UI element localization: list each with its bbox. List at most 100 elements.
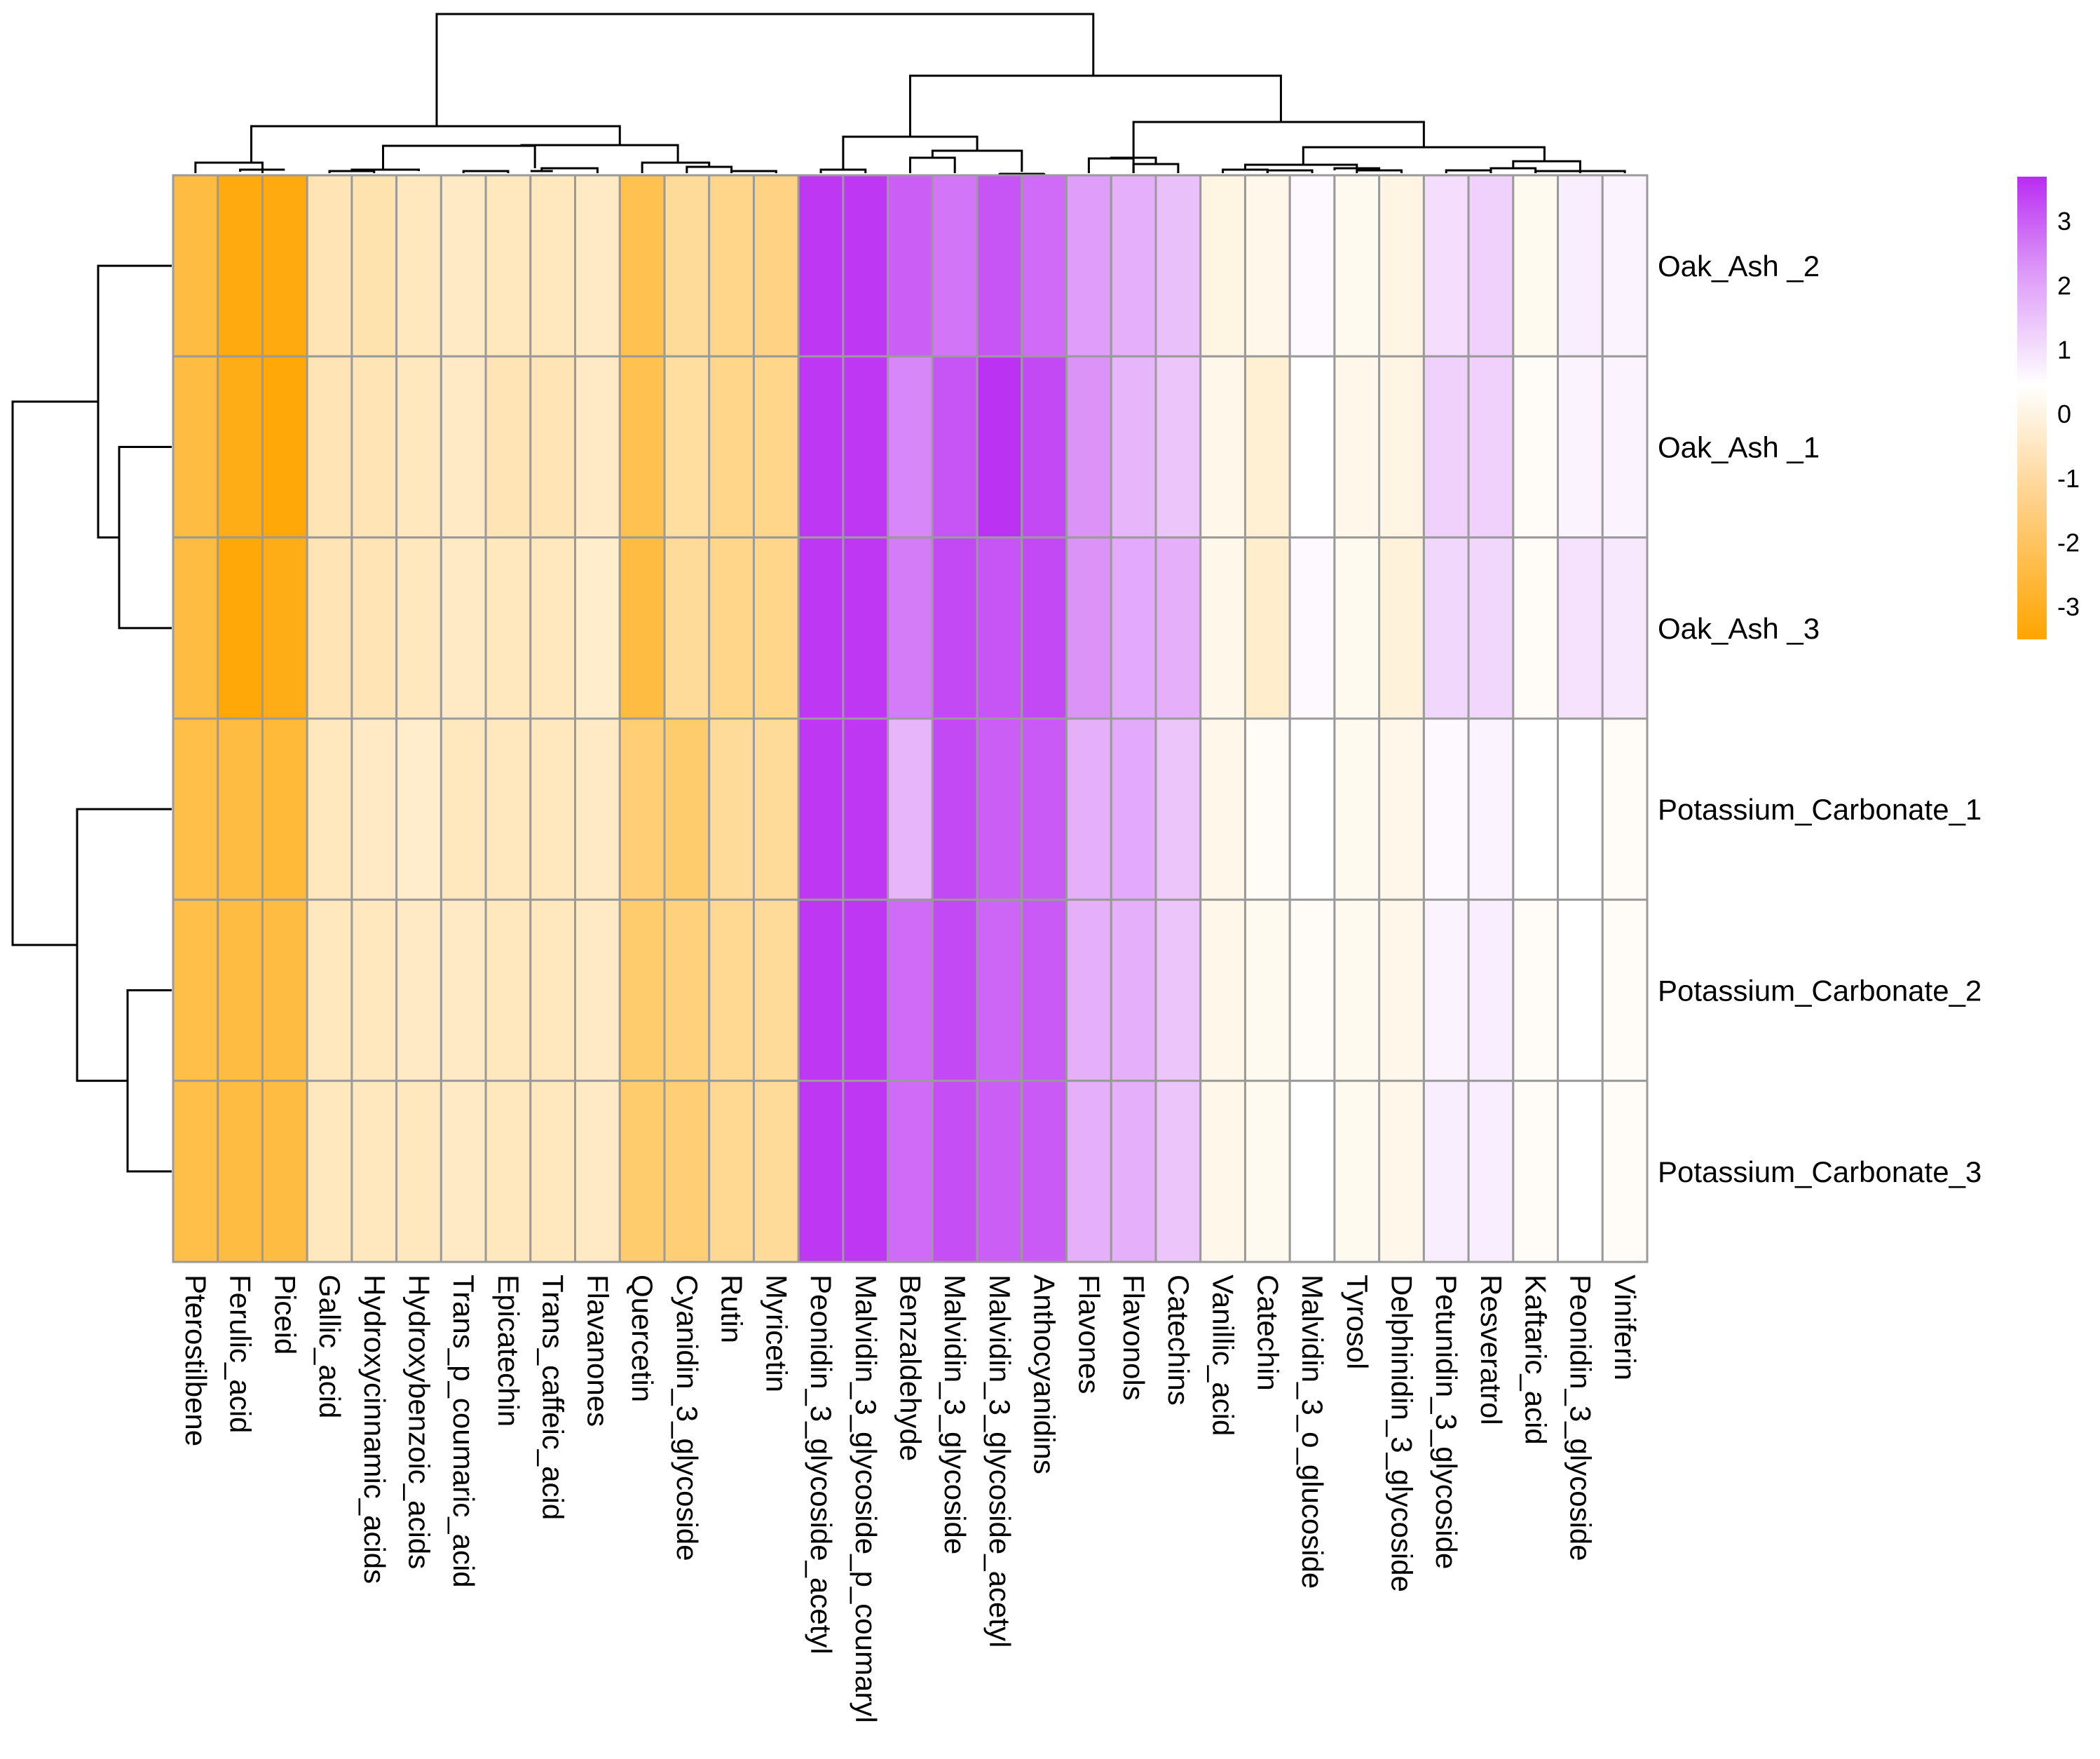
heatmap-cell <box>752 1080 800 1263</box>
heatmap-cell <box>172 536 219 720</box>
dendrogram-link <box>1489 167 1537 173</box>
heatmap-cell <box>887 898 934 1082</box>
column-label: Catechins <box>1162 1275 1195 1406</box>
dendrogram-link <box>931 149 1023 172</box>
heatmap-cell <box>1021 174 1068 358</box>
heatmap-cell <box>1467 355 1515 539</box>
dendrogram-link <box>462 170 510 173</box>
heatmap-cell <box>618 355 666 539</box>
heatmap-cell <box>842 355 889 539</box>
dendrogram-link <box>909 74 1282 137</box>
heatmap-cell <box>439 174 487 358</box>
heatmap-cell <box>306 174 353 358</box>
heatmap-cell <box>1422 717 1470 901</box>
heatmap-cell <box>1467 174 1515 358</box>
dendrogram-link <box>1132 163 1180 173</box>
heatmap-cell <box>1243 174 1291 358</box>
heatmap-cell <box>1288 717 1336 901</box>
heatmap-cell <box>439 1080 487 1263</box>
heatmap-cell <box>1422 898 1470 1082</box>
heatmap-cell <box>887 717 934 901</box>
heatmap-cell <box>1512 1080 1560 1263</box>
heatmap-cell <box>1512 536 1560 720</box>
heatmap-cell <box>752 717 800 901</box>
heatmap-cell <box>484 717 532 901</box>
heatmap-cell <box>752 536 800 720</box>
dendrogram-link <box>730 170 777 173</box>
heatmap-cell <box>1288 355 1336 539</box>
heatmap-cell <box>887 355 934 539</box>
heatmap-cell <box>1065 536 1112 720</box>
heatmap-cell <box>1243 717 1291 901</box>
heatmap-cell <box>1021 898 1068 1082</box>
heatmap-cell <box>1557 355 1604 539</box>
heatmap-cell <box>1512 174 1560 358</box>
heatmap-cell <box>217 536 264 720</box>
row-dendrogram <box>11 264 172 1173</box>
column-label: Peonidin_3_glycoside <box>1564 1275 1597 1561</box>
column-label: Hydroxycinnamic_acids <box>358 1275 391 1584</box>
dendrogram-link <box>1222 168 1269 173</box>
heatmap-cell <box>797 898 845 1082</box>
heatmap-cell <box>663 536 711 720</box>
heatmap-cell <box>1467 898 1515 1082</box>
heatmap-cell <box>1288 1080 1336 1263</box>
heatmap-cell <box>663 898 711 1082</box>
heatmap-cell <box>217 174 264 358</box>
dendrogram-link <box>1445 169 1492 173</box>
heatmap-cell <box>217 1080 264 1263</box>
heatmap-cell <box>1512 898 1560 1082</box>
heatmap-cell <box>842 174 889 358</box>
heatmap-cell <box>1288 898 1336 1082</box>
heatmap-cell <box>1557 717 1604 901</box>
dendrogram-link <box>540 167 599 173</box>
heatmap-cell <box>1333 898 1381 1082</box>
column-label: Trans_caffeic_acid <box>537 1275 570 1520</box>
heatmap-cell <box>663 717 711 901</box>
heatmap-cell <box>887 536 934 720</box>
heatmap-cell <box>1378 355 1425 539</box>
heatmap-cell <box>574 174 621 358</box>
heatmap-cell <box>395 717 442 901</box>
heatmap-cell <box>484 898 532 1082</box>
legend-tick-label: -3 <box>2057 592 2080 621</box>
column-label: Epicatechin <box>492 1275 525 1427</box>
heatmap-cell <box>1601 1080 1649 1263</box>
heatmap-cell <box>439 898 487 1082</box>
dendrogram-link <box>118 446 172 630</box>
heatmap-cell <box>395 1080 442 1263</box>
row-label: Potassium_Carbonate_3 <box>1658 1155 1982 1188</box>
legend-tick-label: -2 <box>2057 529 2080 557</box>
heatmap-cell <box>842 898 889 1082</box>
heatmap-cell <box>1333 536 1381 720</box>
heatmap-cell <box>1021 717 1068 901</box>
heatmap-cell <box>529 174 577 358</box>
heatmap-cell <box>1467 536 1515 720</box>
dendrogram-link <box>328 170 376 173</box>
heatmap-cell <box>306 355 353 539</box>
heatmap-cell <box>618 898 666 1082</box>
heatmap-cell <box>618 717 666 901</box>
heatmap-cell <box>1601 898 1649 1082</box>
heatmap-cell <box>1199 536 1246 720</box>
heatmap-cell <box>797 355 845 539</box>
heatmap-cell <box>1512 355 1560 539</box>
heatmap-cell <box>708 355 755 539</box>
heatmap-cells <box>172 174 1649 1263</box>
dendrogram-link <box>1266 169 1314 173</box>
heatmap-cell <box>395 536 442 720</box>
heatmap-cell <box>1110 355 1157 539</box>
heatmap-cell <box>663 174 711 358</box>
heatmap-cell <box>931 898 979 1082</box>
row-label: Oak_Ash _1 <box>1658 431 1820 464</box>
dendrogram-link <box>1512 160 1581 171</box>
heatmap-cell <box>1333 1080 1381 1263</box>
heatmap-cell <box>708 898 755 1082</box>
heatmap-cell <box>261 536 308 720</box>
heatmap-cell <box>976 536 1023 720</box>
heatmap-cell <box>1378 536 1425 720</box>
heatmap-cell <box>261 717 308 901</box>
dendrogram-link <box>520 144 679 163</box>
heatmap-cell <box>1065 355 1112 539</box>
heatmap-cell <box>574 536 621 720</box>
